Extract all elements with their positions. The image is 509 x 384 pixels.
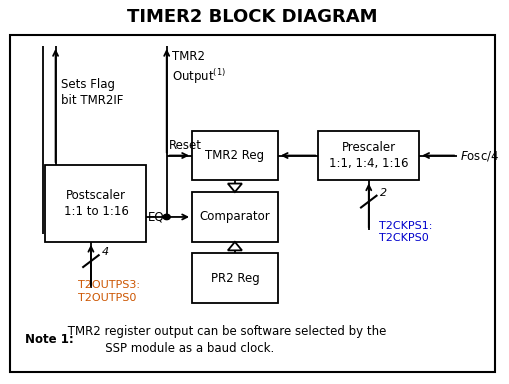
Text: T2OUTPS3:
T2OUTPS0: T2OUTPS3: T2OUTPS0 — [78, 280, 140, 303]
Text: EQ: EQ — [148, 210, 164, 223]
Text: TMR2 Reg: TMR2 Reg — [205, 149, 265, 162]
Bar — [192, 253, 278, 303]
Text: TIMER2 BLOCK DIAGRAM: TIMER2 BLOCK DIAGRAM — [127, 8, 378, 26]
Bar — [45, 165, 147, 242]
Text: Sets Flag
bit TMR2IF: Sets Flag bit TMR2IF — [61, 78, 123, 107]
Text: TMR2
Output$^{(1)}$: TMR2 Output$^{(1)}$ — [172, 50, 225, 86]
Text: Note 1:: Note 1: — [25, 333, 74, 346]
Text: T2CKPS1:
T2CKPS0: T2CKPS1: T2CKPS0 — [379, 221, 432, 243]
Text: PR2 Reg: PR2 Reg — [211, 272, 259, 285]
Text: $\it{F}$osc/4: $\it{F}$osc/4 — [460, 149, 499, 162]
Text: Postscaler
1:1 to 1:16: Postscaler 1:1 to 1:16 — [64, 189, 128, 218]
Bar — [192, 131, 278, 180]
Bar — [192, 192, 278, 242]
Circle shape — [163, 214, 170, 220]
Text: Comparator: Comparator — [200, 210, 270, 223]
Text: 4: 4 — [102, 247, 109, 257]
Text: TMR2 register output can be software selected by the
           SSP module as a : TMR2 register output can be software sel… — [64, 325, 386, 355]
Text: Prescaler
1:1, 1:4, 1:16: Prescaler 1:1, 1:4, 1:16 — [329, 141, 409, 170]
Text: Reset: Reset — [169, 139, 202, 152]
Bar — [10, 35, 495, 372]
Bar — [318, 131, 419, 180]
Text: 2: 2 — [380, 188, 387, 198]
